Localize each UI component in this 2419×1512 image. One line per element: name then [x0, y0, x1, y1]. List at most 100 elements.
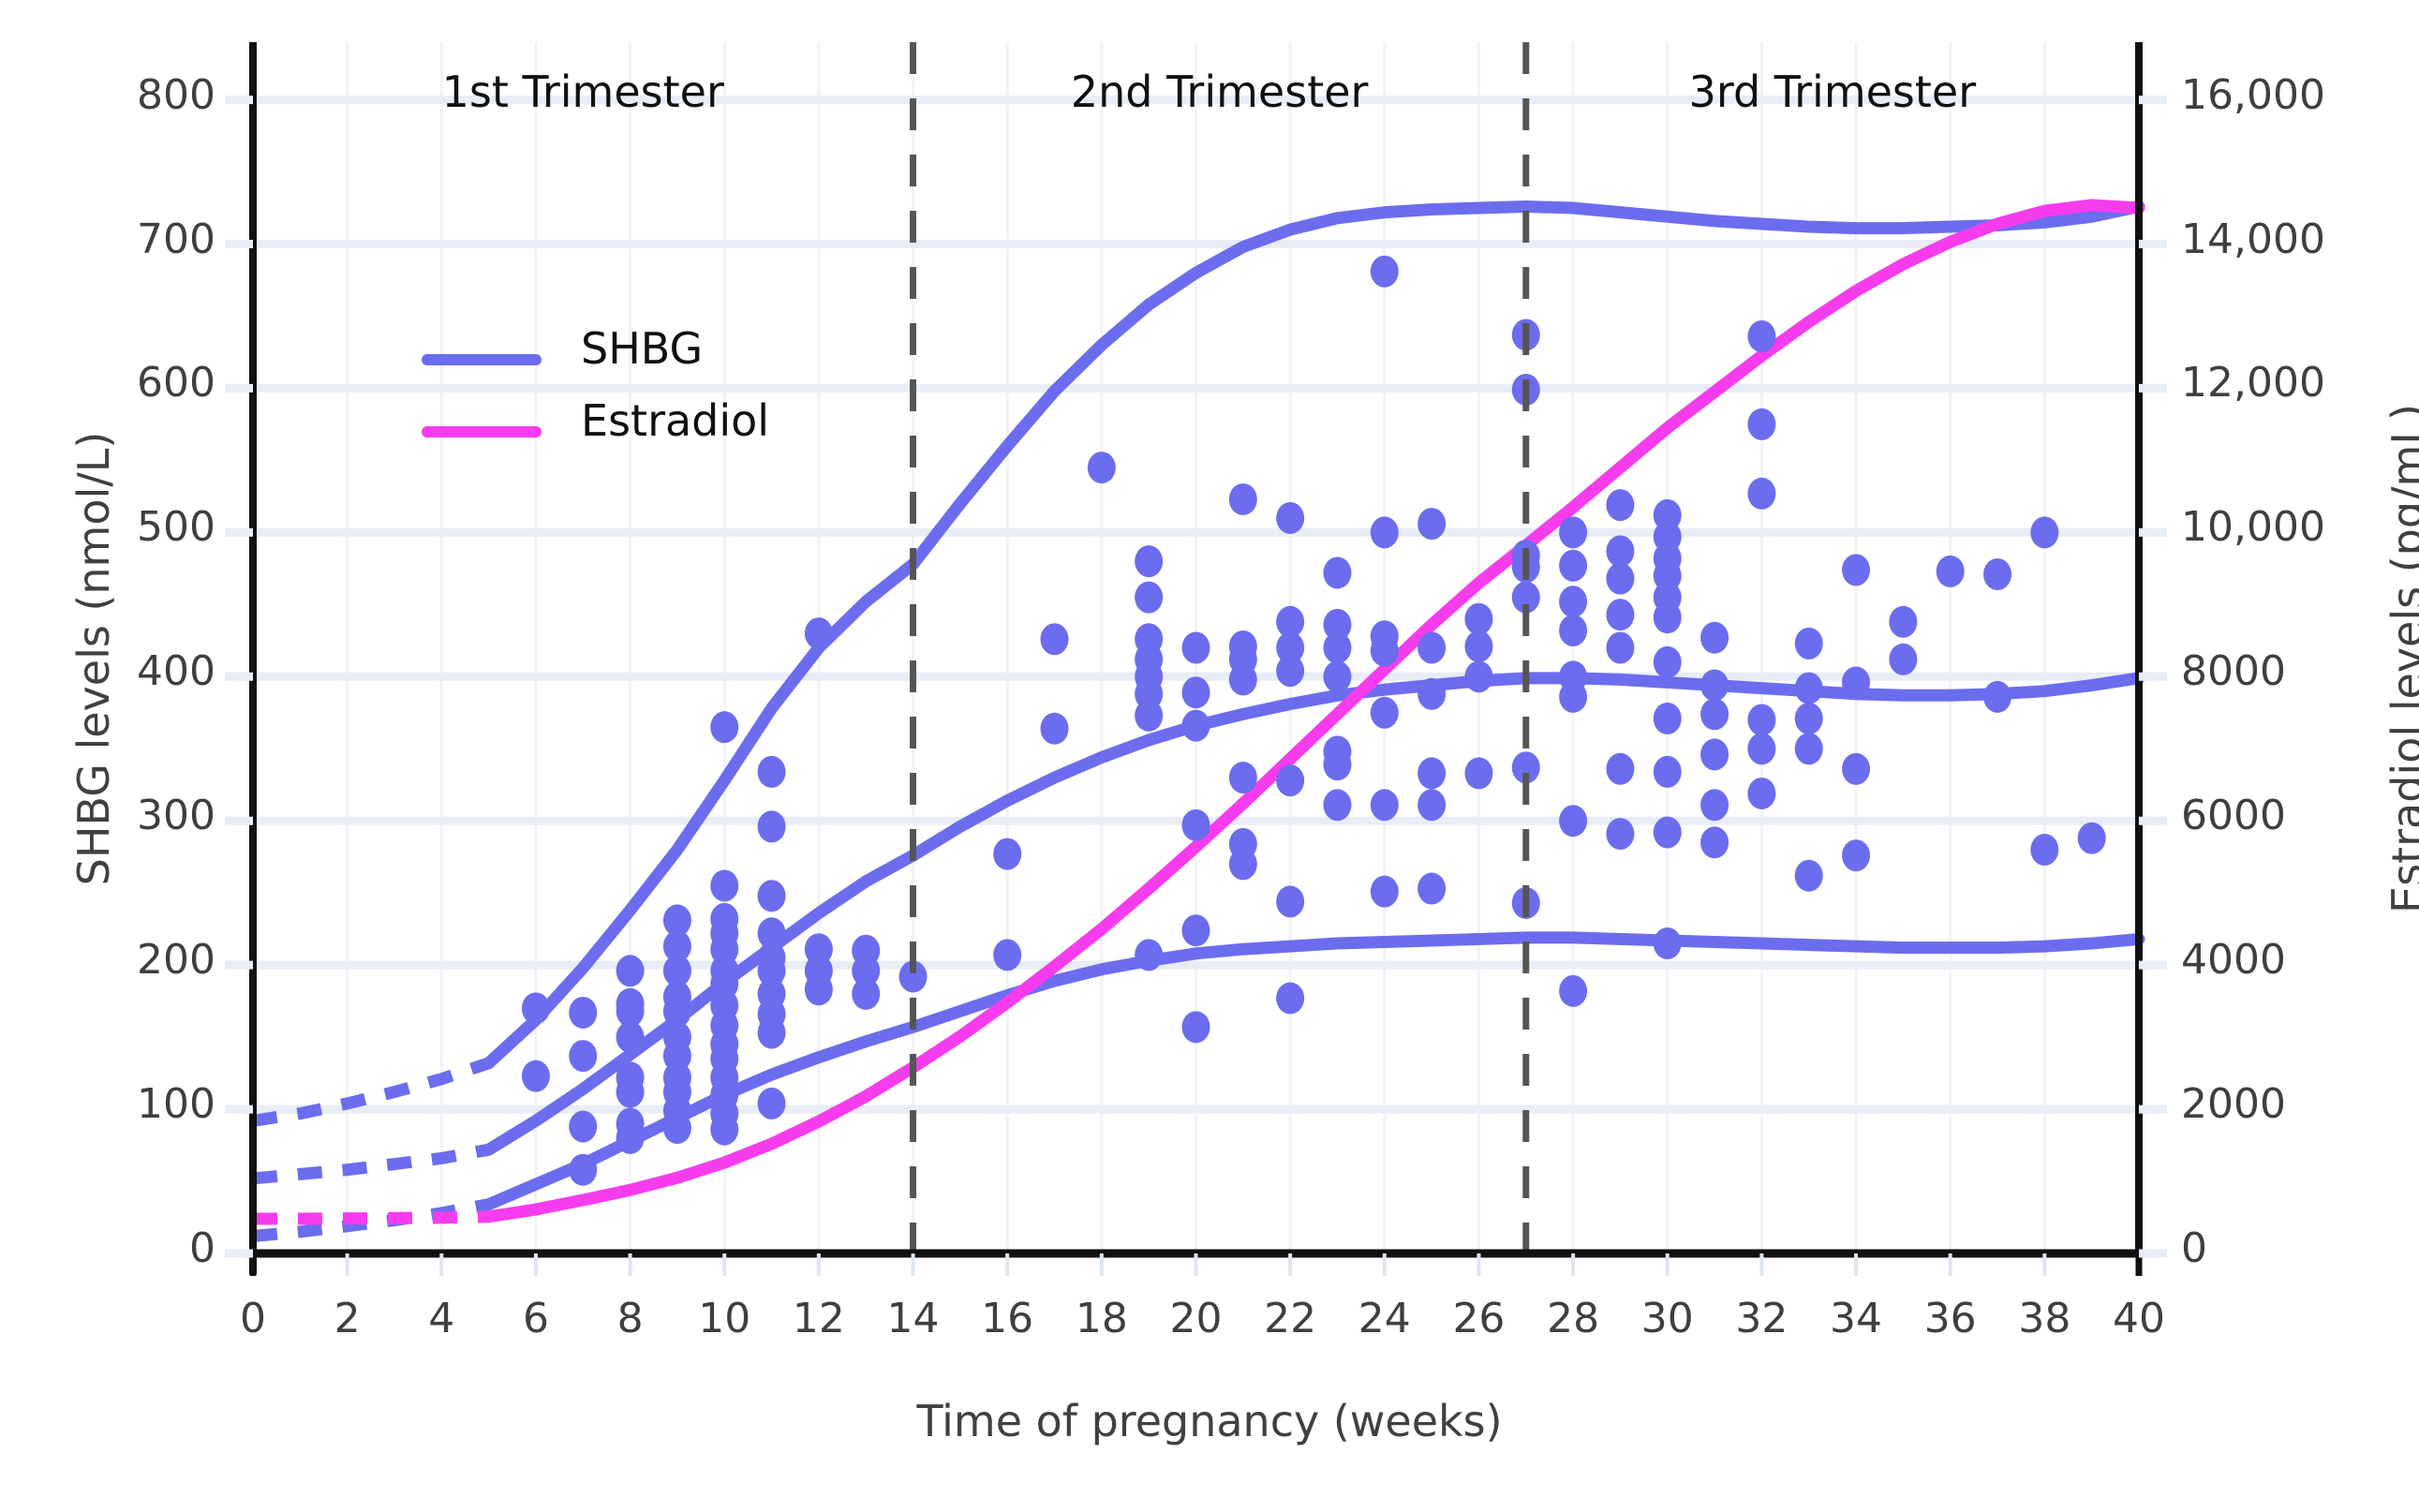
y-axis-left-tick-label: 800	[137, 70, 215, 119]
scatter-point	[1417, 631, 1447, 664]
y-axis-right-tick-label: 0	[2181, 1224, 2207, 1272]
scatter-point	[1794, 702, 1823, 734]
x-axis-tick-label: 34	[1830, 1295, 1883, 1342]
scatter-point	[1040, 623, 1069, 656]
scatter-point	[1747, 733, 1776, 765]
scatter-point	[1606, 562, 1635, 595]
scatter-point	[1653, 755, 1682, 788]
scatter-point	[521, 992, 550, 1025]
scatter-point	[1417, 508, 1447, 541]
scatter-point	[662, 904, 691, 937]
y-axis-left-tick-label: 700	[137, 215, 215, 263]
y-axis-left-tick-label: 100	[137, 1080, 215, 1129]
scatter-point	[1794, 859, 1823, 892]
y-axis-right-tick-label: 8000	[2181, 647, 2286, 696]
scatter-point	[710, 711, 739, 744]
x-axis-tick-label: 24	[1358, 1295, 1411, 1342]
scatter-point	[1276, 885, 1305, 918]
scatter-point	[2030, 834, 2059, 866]
scatter-point	[662, 930, 691, 963]
scatter-point	[1794, 672, 1823, 704]
y-axis-right-tick-label: 6000	[2181, 792, 2286, 840]
scatter-point	[1606, 599, 1635, 631]
x-axis-tick-label: 30	[1640, 1295, 1694, 1342]
scatter-point	[1276, 631, 1305, 664]
scatter-point	[1511, 581, 1540, 614]
legend-swatch	[422, 426, 542, 437]
scatter-point	[1087, 452, 1116, 484]
x-axis-tick-label: 10	[698, 1295, 751, 1342]
scatter-point	[1559, 680, 1588, 713]
x-axis-tick-label: 2	[334, 1295, 361, 1342]
y-axis-right-tick-label: 14,000	[2181, 215, 2325, 263]
scatter-point	[852, 955, 881, 987]
trimester-annotation: 1st Trimester	[441, 67, 724, 118]
scatter-point	[1323, 789, 1352, 822]
scatter-point	[804, 617, 833, 650]
scatter-point	[1276, 982, 1305, 1015]
scatter-point	[1794, 627, 1823, 660]
scatter-point	[1700, 789, 1729, 822]
scatter-point	[1700, 698, 1729, 731]
y-axis-left-tick-label: 200	[137, 936, 215, 985]
scatter-point	[521, 1060, 550, 1092]
scatter-point	[1747, 320, 1776, 353]
scatter-point	[1181, 1011, 1210, 1044]
trimester-annotation: 2nd Trimester	[1070, 67, 1369, 118]
scatter-point	[710, 869, 739, 902]
x-axis-tick-label: 16	[981, 1295, 1034, 1342]
y-axis-right-tick-label: 2000	[2181, 1080, 2286, 1129]
scatter-point	[1417, 789, 1447, 822]
scatter-point	[1559, 805, 1588, 838]
scatter-point	[1370, 634, 1399, 667]
scatter-point	[757, 755, 786, 788]
scatter-point	[898, 960, 928, 993]
scatter-point	[662, 995, 691, 1028]
scatter-point	[1606, 818, 1635, 851]
scatter-point	[569, 1110, 598, 1143]
scatter-point	[569, 1040, 598, 1073]
series-line-dashed	[252, 1057, 491, 1127]
scatter-point	[1323, 749, 1352, 781]
y-axis-left-tick-label: 500	[137, 503, 215, 552]
scatter-point	[1747, 704, 1776, 736]
scatter-point	[1370, 696, 1399, 729]
scatter-point	[1370, 516, 1399, 549]
y-axis-left-tick-label: 300	[137, 792, 215, 840]
scatter-point	[1135, 581, 1164, 614]
scatter-point	[1370, 789, 1399, 822]
scatter-point	[1135, 939, 1164, 971]
scatter-point	[1228, 482, 1257, 515]
scatter-point	[1936, 555, 1965, 587]
scatter-point	[1181, 676, 1210, 709]
series-line-solid	[482, 199, 2145, 1223]
scatter-point	[757, 917, 786, 950]
scatter-point	[1228, 848, 1257, 881]
scatter-point	[1181, 808, 1210, 841]
scatter-point	[1228, 663, 1257, 696]
scatter-point	[1323, 631, 1352, 664]
x-axis-tick-label: 4	[428, 1295, 455, 1342]
scatter-point	[1511, 751, 1540, 784]
scatter-point	[1181, 631, 1210, 664]
series-line-dashed	[252, 1143, 490, 1185]
y-axis-left-tick-label: 0	[189, 1224, 215, 1272]
scatter-point	[616, 1075, 645, 1108]
x-axis-tick-label: 28	[1547, 1295, 1600, 1342]
scatter-point	[1464, 602, 1493, 635]
scatter-point	[1181, 914, 1210, 947]
scatter-point	[1842, 554, 1871, 586]
scatter-point	[1559, 974, 1588, 1007]
scatter-point	[1606, 631, 1635, 664]
scatter-point	[757, 1016, 786, 1049]
scatter-point	[1747, 477, 1776, 510]
trimester-annotation: 3rd Trimester	[1688, 67, 1977, 118]
y-axis-right-tick-label: 12,000	[2181, 359, 2325, 408]
scatter-point	[757, 810, 786, 843]
scatter-point	[1653, 702, 1682, 734]
scatter-point	[1323, 660, 1352, 693]
scatter-point	[1559, 586, 1588, 618]
x-axis-tick-label: 0	[240, 1295, 266, 1342]
